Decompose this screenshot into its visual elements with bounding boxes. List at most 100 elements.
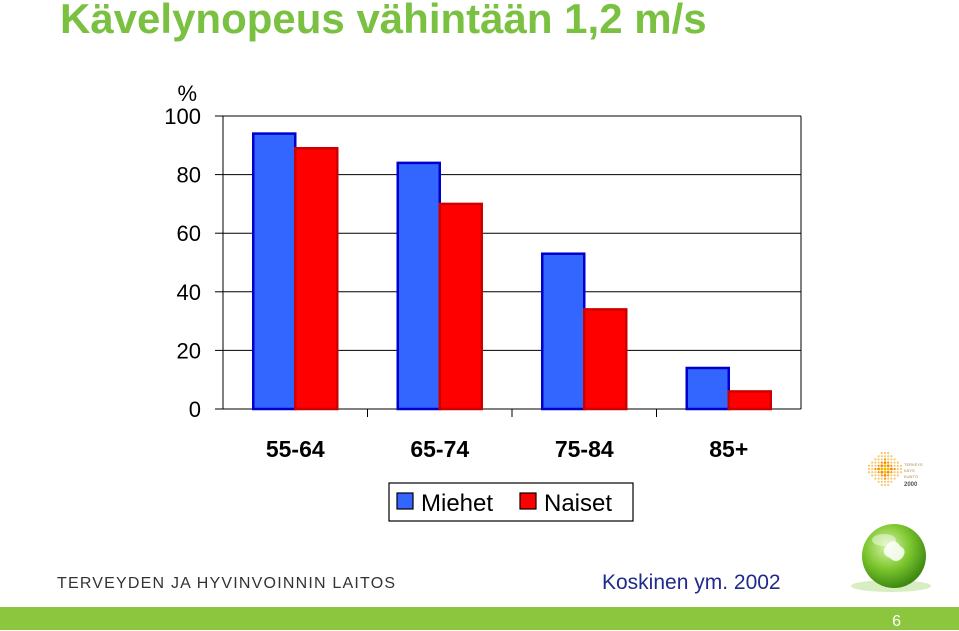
logo-dot — [883, 451, 887, 455]
logo-dot — [874, 477, 877, 480]
x-tick-label: 85+ — [709, 436, 748, 462]
logo-dot — [886, 467, 890, 471]
logo-dot — [893, 477, 896, 480]
chart-bars — [252, 132, 772, 411]
logo-dot — [867, 464, 871, 467]
logo-dot — [874, 458, 877, 461]
logo-dot — [880, 467, 884, 471]
logo-dot — [883, 477, 887, 480]
logo-dot — [899, 471, 903, 474]
logo-dot — [877, 464, 880, 467]
bar-naiset-75-84 — [583, 308, 628, 411]
footer-bar — [0, 607, 959, 630]
logo-dot — [880, 464, 884, 468]
y-tick-label: 20 — [177, 338, 201, 363]
bar-miehet-85+ — [685, 366, 730, 411]
logo-dot — [874, 471, 877, 474]
bar-naiset-85+ — [727, 390, 772, 411]
logo-dot — [887, 455, 890, 458]
dot-pattern-icon — [867, 451, 903, 487]
logo-dot — [887, 477, 890, 480]
logo-dot — [877, 467, 880, 471]
logo-dot — [896, 461, 899, 464]
y-tick-label: 40 — [177, 280, 201, 305]
logo-dot — [890, 461, 893, 464]
page-title: Kävelynopeus vähintään 1,2 m/s — [60, 0, 707, 42]
logo-dot — [887, 474, 890, 477]
logo-dot — [880, 455, 883, 458]
logo-text-line: KÄYS — [904, 468, 915, 473]
legend-label-miehet: Miehet — [421, 490, 493, 517]
logo-dot — [890, 455, 893, 458]
logo-dot — [886, 464, 890, 468]
logo-dot — [899, 467, 903, 471]
logo-dot — [877, 477, 880, 480]
logo-dot — [877, 461, 880, 464]
logo-dot — [871, 474, 874, 477]
logo-dot — [883, 470, 887, 474]
logo-dot — [874, 467, 877, 471]
logo-dot — [880, 458, 883, 461]
legend-box — [388, 482, 634, 522]
bar-miehet-55-64 — [252, 132, 297, 411]
logo-dot — [893, 467, 896, 471]
logo-dot — [883, 480, 887, 483]
logo-text-line: TERVEYS — [904, 462, 923, 467]
page-number: 6 — [892, 613, 901, 630]
logo-dot — [883, 458, 887, 461]
logo-dot — [871, 464, 874, 467]
logo-dot — [880, 483, 883, 487]
logo-dot — [890, 471, 893, 474]
y-tick-label: 60 — [177, 221, 201, 246]
logo-dot — [877, 471, 880, 474]
legend-swatch-naiset — [519, 492, 537, 510]
logo-dot — [890, 458, 893, 461]
logo-dot — [880, 451, 883, 455]
logo-dot — [893, 458, 896, 461]
x-tick-label: 55-64 — [266, 436, 325, 462]
logo-dot — [867, 467, 871, 471]
logo-dot — [883, 455, 887, 458]
logo-dot — [880, 461, 883, 464]
logo-dot — [890, 464, 893, 467]
logo-dot — [871, 471, 874, 474]
logo-dot — [896, 474, 899, 477]
logo-dot — [893, 461, 896, 464]
legend-swatch-miehet — [396, 492, 414, 510]
logo-dot — [883, 483, 887, 487]
chart-labels: 0 20 40 60 80 100% 55-64 65-74 75-84 85+ — [164, 81, 748, 462]
logo-dot — [896, 471, 899, 474]
logo-dot — [896, 464, 899, 467]
logo-dot — [883, 464, 887, 468]
citation: Koskinen ym. 2002 — [602, 571, 781, 594]
logo-dot — [874, 461, 877, 464]
y-tick-label: 100 — [164, 104, 201, 129]
logo-dot — [877, 458, 880, 461]
logo-dot — [874, 474, 877, 477]
logo-dot — [890, 480, 893, 483]
logo-dot — [893, 464, 896, 467]
logo-dot — [893, 474, 896, 477]
logo-dot — [880, 477, 883, 480]
chart-legend: Miehet Naiset — [388, 482, 634, 522]
bar-naiset-55-64 — [294, 146, 339, 411]
logo-dot — [867, 471, 871, 474]
logo-dot — [890, 474, 893, 477]
bar-naiset-65-74 — [438, 202, 483, 411]
y-axis-label: % — [177, 81, 197, 106]
logo-dot — [890, 477, 893, 480]
logo-dot — [886, 470, 890, 474]
legend-label-naiset: Naiset — [544, 490, 612, 517]
x-tick-label: 65-74 — [410, 436, 469, 462]
logo-dot — [887, 461, 890, 464]
organization-name: TERVEYDEN JA HYVINVOINNIN LAITOS — [57, 575, 397, 592]
logo-dot — [887, 458, 890, 461]
logo-dot — [871, 467, 874, 471]
logo-text-line: 2000 — [904, 482, 918, 488]
logo-dot — [880, 480, 883, 483]
logo-dot — [877, 480, 880, 483]
y-tick-label: 80 — [177, 163, 201, 188]
terveys-2000-logo: TERVEYS KÄYS KUNTO 2000 — [866, 451, 928, 515]
bar-chart: 0 20 40 60 80 100% 55-64 65-74 75-84 85+ Miehet Na… — [164, 81, 802, 522]
logo-dot — [896, 467, 899, 471]
